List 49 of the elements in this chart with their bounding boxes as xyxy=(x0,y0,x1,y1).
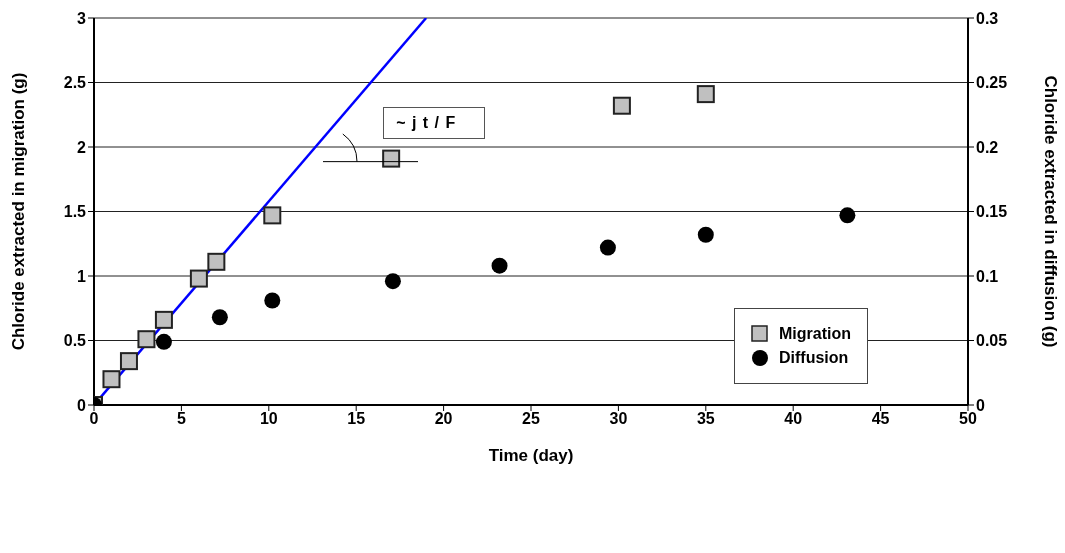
x-tick-label: 25 xyxy=(522,410,540,428)
y2-tick-label: 0.05 xyxy=(976,332,1008,350)
point xyxy=(155,333,172,350)
point xyxy=(839,207,856,224)
annotation: ~ j t / F xyxy=(383,106,486,139)
y-axis-title: Chloride extracted in migration (g) xyxy=(9,72,29,351)
y2-axis-title: Chloride extracted in diffusion (g) xyxy=(1040,75,1060,348)
y2-tick-label: 0.3 xyxy=(976,9,999,27)
point xyxy=(119,352,138,371)
x-tick-label: 30 xyxy=(609,410,628,428)
legend-label: Diffusion xyxy=(779,349,849,367)
point xyxy=(263,206,282,225)
point xyxy=(382,149,401,168)
x-tick-label: 45 xyxy=(871,410,890,428)
y2-tick-label: 0.1 xyxy=(976,267,999,285)
x-tick-label: 50 xyxy=(959,410,977,428)
point xyxy=(102,370,121,389)
y2-tick-label: 0 xyxy=(976,396,985,414)
x-tick-label: 35 xyxy=(696,410,715,428)
y-tick-label: 1.5 xyxy=(63,203,87,221)
point xyxy=(207,252,226,271)
point xyxy=(211,309,228,326)
point xyxy=(491,257,508,274)
point xyxy=(264,292,281,309)
y-tick-label: 1 xyxy=(77,267,87,285)
x-axis-title: Time (day) xyxy=(488,446,574,465)
x-tick-label: 5 xyxy=(176,410,186,428)
point xyxy=(384,273,401,290)
legend-label: Migration xyxy=(779,325,851,343)
point xyxy=(189,269,208,288)
x-tick-label: 40 xyxy=(784,410,803,428)
x-tick-label: 10 xyxy=(259,410,278,428)
y-tick-label: 0 xyxy=(77,396,87,414)
point xyxy=(599,239,616,256)
y2-tick-label: 0.25 xyxy=(976,74,1008,92)
x-tick-label: 0 xyxy=(89,410,99,428)
y-tick-label: 2 xyxy=(77,138,87,156)
point xyxy=(697,226,714,243)
y-tick-label: 0.5 xyxy=(63,332,87,350)
point xyxy=(137,330,156,349)
y2-tick-label: 0.15 xyxy=(976,203,1008,221)
x-tick-label: 20 xyxy=(434,410,453,428)
point xyxy=(696,85,715,104)
x-tick-label: 15 xyxy=(347,410,366,428)
y-tick-label: 2.5 xyxy=(63,74,87,92)
point xyxy=(612,96,631,115)
y2-tick-label: 0.2 xyxy=(976,138,999,156)
point xyxy=(154,310,173,329)
y-tick-label: 3 xyxy=(77,9,87,27)
